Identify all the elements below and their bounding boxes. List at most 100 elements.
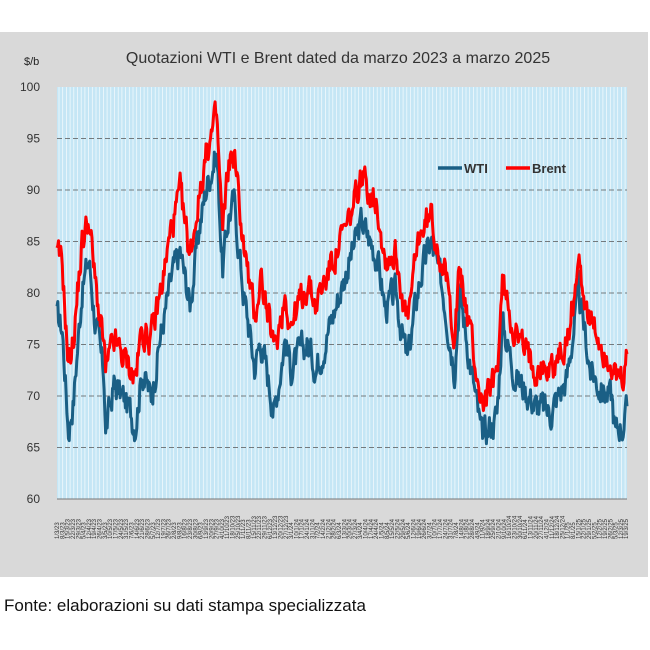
x-tick-label: 4/10/23 [220, 518, 226, 539]
x-tick-label: 27/3/24 [353, 518, 359, 539]
x-tick-label: 19/2/25 [603, 518, 609, 539]
x-tick-label: 10/5/23 [108, 518, 114, 539]
legend: WTI Brent [438, 161, 567, 176]
x-tick-label: 27/11/24 [539, 515, 545, 539]
x-tick-label: 16/8/23 [183, 518, 189, 539]
x-tick-label: 14/2/24 [321, 518, 327, 539]
x-tick-label: 10/4/24 [364, 518, 370, 539]
x-tick-label: 12/3/25 [619, 518, 625, 539]
line-chart: Quotazioni WTI e Brent dated da marzo 20… [20, 50, 630, 539]
x-tick-label: 4/9/24 [475, 522, 481, 539]
x-tick-label: 7/8/24 [454, 522, 460, 539]
x-tick-label: 29/1/25 [587, 518, 593, 539]
x-tick-label: 6/3/24 [337, 522, 343, 539]
x-tick-label: 9/8/23 [177, 522, 183, 539]
x-tick-label: 28/8/24 [470, 518, 476, 539]
x-tick-label: 29/11/23 [263, 515, 269, 539]
x-tick-label: 10/7/24 [433, 518, 439, 539]
x-tick-label: 17/5/23 [114, 518, 120, 539]
x-tick-label: 21/6/23 [140, 518, 146, 539]
x-tick-label: 4/12/24 [544, 518, 550, 539]
x-tick-label: 31/7/24 [449, 518, 455, 539]
y-tick-label: 100 [20, 80, 40, 94]
x-tick-label: 5/3/25 [614, 522, 620, 539]
x-tick-label: 15/1/25 [576, 518, 582, 539]
x-tick-label: 27/9/23 [215, 518, 221, 539]
x-tick-label: 2/10/24 [497, 518, 503, 539]
x-tick-label: 9/10/24 [502, 518, 508, 539]
x-tick-label: 12/2/25 [598, 518, 604, 539]
x-tick-label: 24/5/23 [119, 518, 125, 539]
x-tick-label: 15/5/24 [390, 518, 396, 539]
x-tick-label: 16/10/24 [507, 515, 513, 539]
chart-title: Quotazioni WTI e Brent dated da marzo 20… [126, 50, 550, 67]
x-tick-label: 10/1/24 [294, 518, 300, 539]
y-tick-label: 75 [27, 338, 41, 352]
x-tick-label: 11/10/23 [225, 515, 231, 539]
x-tick-label: 20/9/23 [209, 518, 215, 539]
x-tick-label: 21/8/24 [465, 518, 471, 539]
x-tick-label: 31/5/23 [124, 518, 130, 539]
x-tick-label: 22/5/24 [396, 518, 402, 539]
x-tick-label: 29/3/23 [76, 518, 82, 539]
x-tick-label: 1/1/25 [566, 522, 572, 539]
chart-frame: Quotazioni WTI e Brent dated da marzo 20… [0, 32, 648, 577]
x-tick-label: 17/7/24 [438, 518, 444, 539]
x-tick-label: 6/9/23 [199, 522, 205, 539]
x-tick-label: 12/6/24 [411, 518, 417, 539]
x-tick-label: 8/3/23 [60, 522, 66, 539]
x-tick-label: 24/4/24 [374, 518, 380, 539]
x-tick-label: 19/7/23 [161, 518, 167, 539]
x-tick-label: 6/11/24 [523, 519, 529, 539]
x-tick-label: 20/11/24 [534, 515, 540, 539]
x-tick-label: 14/6/23 [135, 518, 141, 539]
x-tick-label: 25/12/24 [560, 515, 566, 539]
x-tick-label: 21/2/24 [326, 518, 332, 539]
x-tick-label: 19/6/24 [417, 518, 423, 539]
x-tick-label: 29/5/24 [401, 518, 407, 539]
x-tick-label: 13/12/23 [273, 515, 279, 539]
x-tick-label: 5/4/23 [82, 522, 88, 539]
x-tick-label: 26/2/25 [608, 518, 614, 539]
y-tick-label: 70 [27, 389, 41, 403]
x-tick-label: 26/4/23 [98, 518, 104, 539]
x-tick-label: 11/12/24 [550, 515, 556, 539]
x-tick-label: 7/6/23 [130, 522, 136, 539]
x-tick-label: 8/11/23 [247, 519, 253, 539]
x-tick-label: 22/1/25 [582, 518, 588, 539]
x-tick-label: 8/5/24 [385, 522, 391, 539]
legend-label-wti: WTI [464, 161, 488, 176]
y-tick-label: 65 [27, 441, 41, 455]
y-tick-label: 90 [27, 183, 41, 197]
x-tick-label: 5/6/24 [406, 522, 412, 539]
x-tick-label: 18/12/24 [555, 515, 561, 539]
x-tick-label: 17/1/24 [300, 518, 306, 539]
x-tick-label: 30/10/24 [518, 515, 524, 539]
x-tick-label: 19/4/23 [92, 518, 98, 539]
x-tick-label: 31/1/24 [310, 518, 316, 539]
x-tick-label: 7/2/24 [316, 522, 322, 539]
x-tick-label: 27/12/23 [284, 515, 290, 539]
x-tick-label: 13/3/24 [342, 518, 348, 539]
x-tick-label: 26/7/23 [167, 518, 173, 539]
x-tick-label: 13/9/23 [204, 518, 210, 539]
series-line-wti [55, 150, 629, 446]
x-tick-label: 24/7/24 [443, 518, 449, 539]
x-tick-label: 3/7/24 [427, 522, 433, 539]
x-tick-label: 5/2/25 [592, 522, 598, 539]
x-tick-label: 5/7/23 [151, 522, 157, 539]
series-line-brent [55, 100, 629, 412]
x-tick-label: 20/3/24 [348, 518, 354, 539]
x-tick-label: 25/9/24 [491, 518, 497, 539]
x-tick-label: 17/4/24 [369, 518, 375, 539]
y-axis-unit-label: $/b [24, 56, 39, 68]
x-tick-label: 8/1/25 [571, 522, 577, 539]
x-tick-label: 28/2/24 [332, 518, 338, 539]
x-tick-label: 1/3/23 [55, 522, 61, 539]
y-tick-label: 95 [27, 132, 41, 146]
x-tick-label: 15/3/23 [66, 518, 72, 539]
x-tick-label: 1/11/23 [241, 519, 247, 539]
x-tick-label: 15/11/23 [252, 515, 258, 539]
x-tick-label: 26/6/24 [422, 518, 428, 539]
